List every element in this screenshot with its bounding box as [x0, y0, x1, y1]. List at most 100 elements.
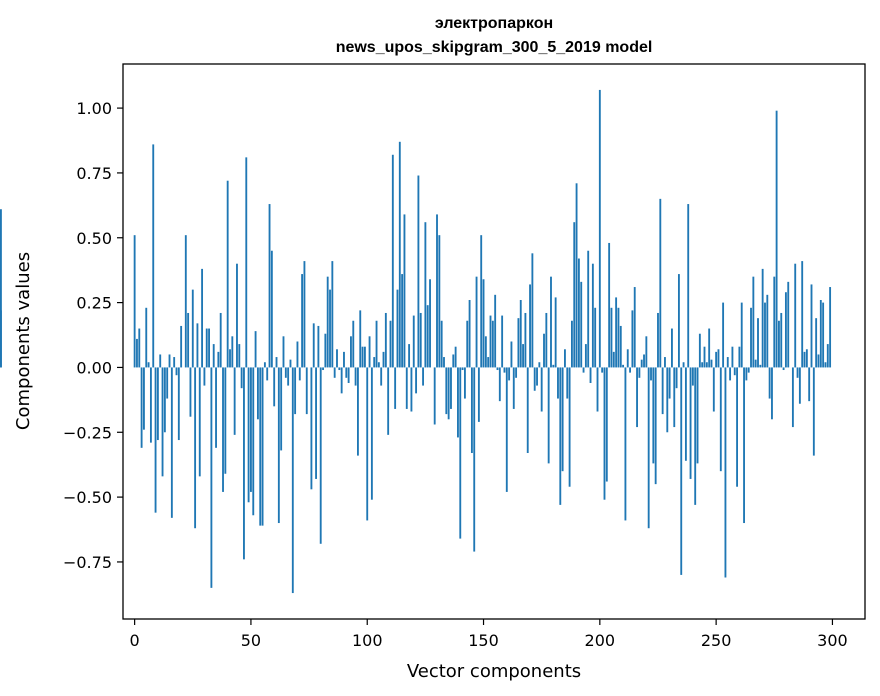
- bar: [664, 357, 666, 368]
- bar: [561, 367, 564, 472]
- bar: [766, 294, 769, 368]
- bar: [654, 367, 657, 485]
- bar: [480, 235, 483, 368]
- x-tick-label: 200: [585, 631, 616, 650]
- bar: [145, 307, 148, 368]
- bar: [461, 367, 464, 371]
- bar: [750, 307, 752, 368]
- bar: [624, 367, 627, 521]
- bar: [354, 367, 357, 386]
- bar: [596, 367, 599, 412]
- bar: [808, 367, 811, 402]
- bar: [708, 328, 711, 368]
- bar: [619, 325, 622, 368]
- bar: [136, 338, 138, 368]
- bar: [277, 367, 280, 524]
- bar: [819, 300, 822, 368]
- bar: [559, 367, 562, 505]
- bar: [536, 367, 538, 386]
- bar: [598, 89, 601, 368]
- bar: [552, 364, 555, 368]
- bar: [163, 367, 166, 433]
- y-tick-label: −0.75: [63, 553, 112, 572]
- bar: [722, 302, 725, 368]
- bar: [370, 367, 373, 500]
- bar: [352, 320, 355, 368]
- bar: [515, 367, 518, 378]
- bar: [587, 250, 590, 368]
- bar: [801, 261, 804, 368]
- bar: [657, 312, 659, 368]
- bar: [391, 154, 394, 368]
- y-tick-label: 0.50: [76, 229, 112, 248]
- bar: [289, 359, 292, 368]
- bar: [589, 367, 592, 383]
- bar-series: [0, 89, 832, 594]
- bar: [282, 336, 285, 368]
- bar: [187, 312, 190, 368]
- bar: [331, 261, 334, 368]
- bar: [810, 284, 813, 368]
- bar: [496, 367, 499, 371]
- bar: [247, 367, 250, 503]
- bar: [603, 367, 606, 500]
- bar: [473, 367, 476, 552]
- bar: [403, 214, 406, 368]
- bar: [256, 367, 259, 420]
- bar: [149, 367, 152, 443]
- bar: [466, 320, 469, 368]
- bar: [270, 250, 273, 368]
- bar: [712, 367, 715, 412]
- bar: [612, 351, 615, 368]
- bar: [166, 367, 169, 399]
- bar: [508, 367, 511, 381]
- bar: [717, 349, 720, 368]
- bar: [315, 367, 317, 479]
- bar: [377, 362, 380, 368]
- bar: [147, 362, 150, 368]
- bar: [363, 346, 366, 368]
- bar: [684, 367, 687, 461]
- bar: [452, 354, 455, 368]
- bar: [629, 367, 631, 373]
- bar: [582, 367, 585, 373]
- bar: [580, 281, 583, 368]
- bar: [733, 367, 736, 376]
- bar: [229, 349, 231, 368]
- bar: [212, 344, 215, 368]
- bar: [410, 367, 413, 412]
- bar: [645, 336, 648, 368]
- bar: [570, 320, 573, 368]
- bar: [568, 367, 571, 487]
- bar: [419, 312, 422, 368]
- bar: [203, 367, 206, 386]
- bar: [610, 307, 613, 368]
- bar: [359, 310, 362, 368]
- bar: [445, 367, 448, 415]
- y-tick-label: 0.00: [76, 358, 112, 377]
- bar: [394, 367, 397, 409]
- bar: [761, 268, 764, 368]
- bar: [673, 367, 676, 428]
- bar: [159, 354, 162, 368]
- bar: [245, 157, 248, 368]
- bar: [705, 362, 708, 368]
- bar: [798, 367, 801, 404]
- bar: [736, 367, 738, 487]
- bar: [666, 367, 669, 433]
- bar: [638, 367, 641, 378]
- bar: [787, 281, 790, 368]
- bar: [791, 367, 794, 428]
- bar: [338, 367, 341, 371]
- bar: [457, 367, 459, 438]
- bar: [754, 359, 757, 368]
- bar: [215, 367, 217, 448]
- bar: [322, 367, 324, 371]
- bar: [401, 274, 404, 368]
- bar: [396, 289, 399, 368]
- bar: [475, 276, 478, 368]
- bar: [715, 351, 718, 368]
- bar: [350, 336, 352, 368]
- bar: [433, 367, 436, 425]
- bar: [794, 263, 797, 368]
